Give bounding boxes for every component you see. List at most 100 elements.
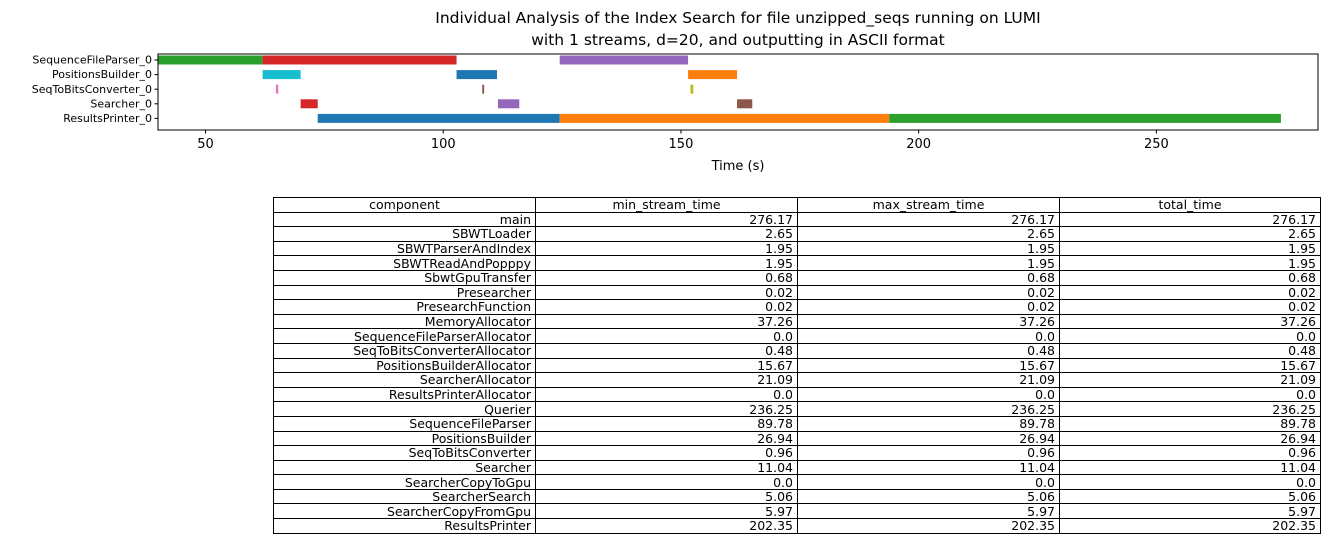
- y-tick-label: SeqToBitsConverter_0: [32, 83, 152, 96]
- table-cell: SequenceFileParserAllocator: [273, 328, 536, 344]
- table-cell: 26.94: [535, 430, 798, 447]
- table-cell: MemoryAllocator: [273, 313, 536, 330]
- table-cell: 0.02: [1059, 299, 1321, 315]
- table-row: SearcherAllocator 21.09 21.09 21.09: [273, 372, 1321, 388]
- table-cell: 5.97: [535, 503, 798, 520]
- table-cell: SequenceFileParser: [273, 415, 536, 432]
- table-cell: 0.48: [535, 342, 798, 359]
- column-header: component: [273, 197, 536, 213]
- table-cell: 0.0: [797, 474, 1060, 490]
- table-cell: 26.94: [797, 430, 1060, 447]
- table-row: PositionsBuilderAllocator 15.67 15.67 15.67: [273, 357, 1321, 374]
- table-cell: SearcherAllocator: [273, 372, 536, 388]
- table-row: SequenceFileParser 89.78 89.78 89.78: [273, 415, 1321, 432]
- table-cell: 236.25: [797, 401, 1060, 417]
- table-cell: 236.25: [1059, 401, 1321, 417]
- gantt-bar: [497, 99, 520, 109]
- table-cell: 26.94: [1059, 430, 1321, 447]
- table-cell: ResultsPrinter: [273, 518, 536, 534]
- table-cell: 0.02: [535, 284, 798, 301]
- table-row: ResultsPrinterAllocator 0.0 0.0 0.0: [273, 386, 1321, 403]
- gantt-bar: [737, 99, 753, 109]
- table-cell: 37.26: [535, 313, 798, 330]
- table-cell: PositionsBuilder: [273, 430, 536, 447]
- table-cell: 89.78: [535, 415, 798, 432]
- y-tick-label: SequenceFileParser_0: [32, 54, 152, 67]
- table-cell: 0.48: [797, 342, 1060, 359]
- table-cell: Presearcher: [273, 284, 536, 301]
- table-cell: main: [273, 211, 536, 228]
- table-cell: 202.35: [1059, 518, 1321, 534]
- column-header: max_stream_time: [797, 197, 1060, 213]
- timing-table: component min_stream_time max_stream_tim…: [273, 197, 1321, 534]
- table-cell: 5.06: [535, 488, 798, 505]
- table-cell: 21.09: [535, 372, 798, 388]
- table-cell: 11.04: [535, 459, 798, 476]
- table-cell: Searcher: [273, 459, 536, 476]
- table-header-row: component min_stream_time max_stream_tim…: [273, 197, 1321, 213]
- table-cell: 15.67: [797, 357, 1060, 374]
- table-row: SBWTParserAndIndex 1.95 1.95 1.95: [273, 240, 1321, 257]
- table-cell: 2.65: [535, 226, 798, 242]
- table-cell: 0.68: [797, 269, 1060, 286]
- table-cell: 5.97: [797, 503, 1060, 520]
- table-cell: 0.48: [1059, 342, 1321, 359]
- table-cell: 0.0: [797, 328, 1060, 344]
- gantt-bar: [559, 55, 689, 65]
- chart-title: Individual Analysis of the Index Search …: [435, 9, 1041, 27]
- gantt-bar: [262, 55, 457, 65]
- gantt-bar: [317, 113, 560, 123]
- table-row: SearcherCopyToGpu 0.0 0.0 0.0: [273, 474, 1321, 490]
- table-cell: SBWTReadAndPopppy: [273, 255, 536, 271]
- table-cell: 276.17: [535, 211, 798, 228]
- table-cell: 0.96: [535, 445, 798, 461]
- table-cell: 21.09: [1059, 372, 1321, 388]
- table-cell: 15.67: [1059, 357, 1321, 374]
- table-cell: 1.95: [797, 255, 1060, 271]
- table-row: PositionsBuilder 26.94 26.94 26.94: [273, 430, 1321, 447]
- gantt-bar: [456, 70, 497, 80]
- table-cell: 89.78: [797, 415, 1060, 432]
- table-cell: 0.68: [1059, 269, 1321, 286]
- table-cell: SBWTLoader: [273, 226, 536, 242]
- table-cell: 0.0: [1059, 386, 1321, 403]
- table-row: SbwtGpuTransfer 0.68 0.68 0.68: [273, 269, 1321, 286]
- table-cell: Querier: [273, 401, 536, 417]
- table-cell: 5.97: [1059, 503, 1321, 520]
- table-cell: SearcherSearch: [273, 488, 536, 505]
- table-cell: 2.65: [1059, 226, 1321, 242]
- table-cell: 2.65: [797, 226, 1060, 242]
- table-cell: 11.04: [1059, 459, 1321, 476]
- table-cell: SeqToBitsConverterAllocator: [273, 342, 536, 359]
- x-tick-label: 200: [906, 137, 931, 152]
- table-cell: 0.02: [797, 299, 1060, 315]
- table-row: SequenceFileParserAllocator 0.0 0.0 0.0: [273, 328, 1321, 344]
- gantt-bar: [300, 99, 318, 109]
- gantt-bar: [158, 55, 263, 65]
- table-cell: SeqToBitsConverter: [273, 445, 536, 461]
- table-body: main 276.17 276.17 276.17 SBWTLoader 2.65 2.65…: [273, 211, 1321, 534]
- table-cell: SbwtGpuTransfer: [273, 269, 536, 286]
- gantt-bar: [275, 84, 279, 94]
- table-row: SBWTReadAndPopppy 1.95 1.95 1.95: [273, 255, 1321, 271]
- table-cell: 0.0: [535, 328, 798, 344]
- column-header: total_time: [1059, 197, 1321, 213]
- table-row: main 276.17 276.17 276.17: [273, 211, 1321, 228]
- table-cell: 0.02: [535, 299, 798, 315]
- table-cell: 0.0: [535, 474, 798, 490]
- table-cell: 0.0: [535, 386, 798, 403]
- table-cell: 276.17: [1059, 211, 1321, 228]
- table-row: MemoryAllocator 37.26 37.26 37.26: [273, 313, 1321, 330]
- table-row: PresearchFunction 0.02 0.02 0.02: [273, 299, 1321, 315]
- table-cell: 0.02: [1059, 284, 1321, 301]
- table-cell: PositionsBuilderAllocator: [273, 357, 536, 374]
- table-row: SeqToBitsConverterAllocator 0.48 0.48 0.48: [273, 342, 1321, 359]
- table-cell: PresearchFunction: [273, 299, 536, 315]
- table-cell: 1.95: [535, 240, 798, 257]
- table-cell: 0.96: [1059, 445, 1321, 461]
- table-row: SearcherSearch 5.06 5.06 5.06: [273, 488, 1321, 505]
- gantt-bar: [688, 70, 738, 80]
- table-cell: 89.78: [1059, 415, 1321, 432]
